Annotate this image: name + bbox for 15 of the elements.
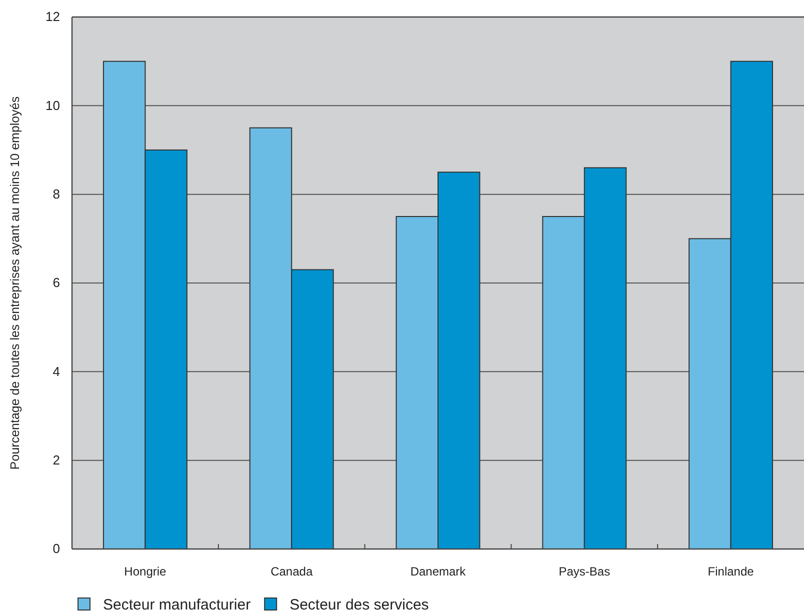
- x-tick-label: Finlande: [708, 564, 754, 579]
- y-tick-label: 0: [52, 541, 60, 556]
- legend-label: Secteur manufacturier: [103, 596, 251, 614]
- y-axis-title: Pourcentage de toutes les entreprises ayant au moins 10 employés: [8, 96, 22, 470]
- x-tick-label: Canada: [270, 564, 313, 579]
- x-tick-label: Danemark: [410, 564, 467, 579]
- x-tick-label: Hongrie: [124, 564, 167, 579]
- y-tick-label: 2: [52, 452, 60, 468]
- y-tick-label: 6: [52, 275, 60, 290]
- y-tick-label: 10: [46, 98, 60, 113]
- x-tick-label: Pays-Bas: [558, 564, 610, 579]
- y-tick-label: 8: [52, 186, 60, 202]
- legend-label: Secteur des services: [290, 596, 429, 614]
- y-tick-label: 12: [46, 9, 60, 24]
- y-tick-label: 4: [52, 364, 60, 379]
